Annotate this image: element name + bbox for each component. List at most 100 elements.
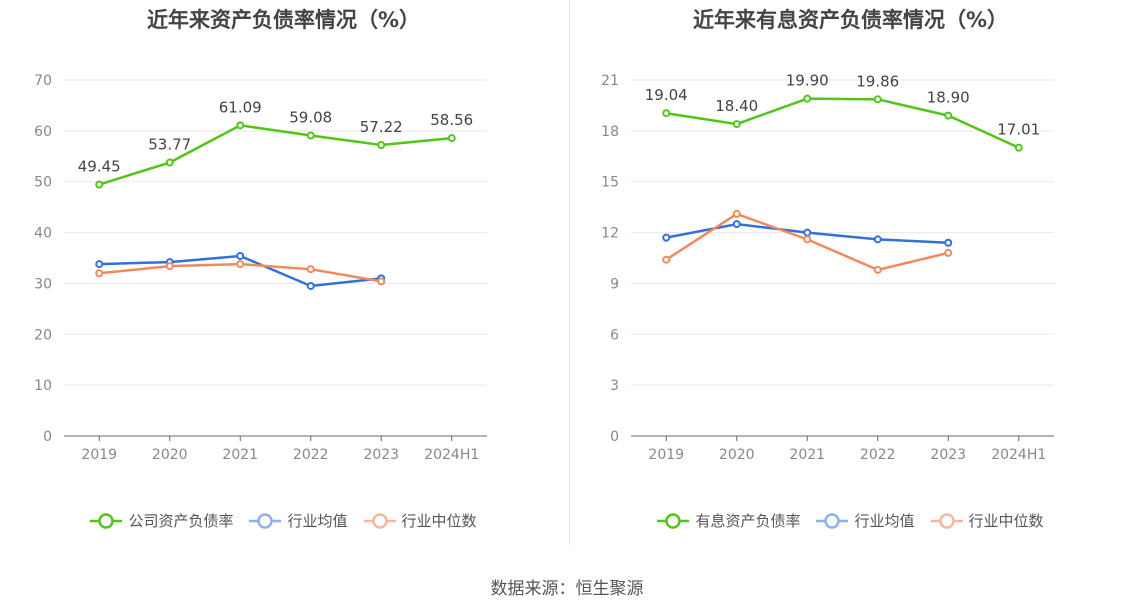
- legend-item[interactable]: 行业中位数: [930, 510, 1044, 531]
- data-label: 49.45: [78, 158, 121, 176]
- y-tick-label: 0: [43, 429, 52, 445]
- x-tick-label: 2021: [222, 447, 258, 463]
- legend-label: 行业中位数: [401, 512, 477, 530]
- data-point: [662, 233, 671, 242]
- data-point: [306, 265, 315, 274]
- data-point: [662, 109, 671, 118]
- panel-divider: [569, 0, 570, 545]
- data-label: 53.77: [148, 136, 191, 154]
- legend-circle: [824, 512, 841, 529]
- chart-panel-interest-bearing: 近年来有息资产负债率情况（%） 0 3 6 9 12 15 18 21 2019 2020 2021…: [567, 0, 1134, 560]
- y-tick-label: 20: [34, 327, 52, 343]
- chart-panel-asset-liability: 近年来资产负债率情况（%） 0 10 20 30 40 50 60 70 2019 2020 202…: [0, 0, 567, 560]
- y-tick-label: 18: [601, 124, 619, 140]
- data-label: 57.22: [360, 118, 403, 136]
- y-tick-label: 40: [34, 226, 52, 242]
- data-label: 19.04: [645, 86, 688, 104]
- data-point: [944, 248, 953, 257]
- data-point: [306, 281, 315, 290]
- data-label: 18.40: [715, 97, 758, 115]
- legend-circle: [938, 512, 955, 529]
- y-tick-label: 10: [34, 378, 52, 394]
- data-source-note: 数据来源：恒生聚源: [490, 579, 644, 599]
- y-tick-label: 12: [601, 226, 619, 242]
- legend-marker-icon: [249, 512, 282, 529]
- legend-item[interactable]: 公司资产负债率: [90, 510, 233, 531]
- y-tick-label: 9: [610, 276, 619, 292]
- data-point: [803, 228, 812, 237]
- data-label: 61.09: [219, 98, 262, 116]
- x-tick-label: 2024H1: [991, 447, 1046, 463]
- chart-plot-area: 0 3 6 9 12 15 18 21 2019 2020 2021 2022 2023 2024H1 19…: [601, 72, 1054, 463]
- data-point: [95, 269, 104, 278]
- legend-marker-icon: [930, 512, 963, 529]
- chart-legend: 公司资产负债率 行业均值 行业中位数: [0, 510, 567, 531]
- legend-circle: [371, 512, 388, 529]
- data-point: [873, 265, 882, 274]
- data-point: [803, 235, 812, 244]
- x-tick-label: 2021: [789, 447, 825, 463]
- x-tick-label: 2019: [81, 447, 117, 463]
- legend-circle: [257, 512, 274, 529]
- data-point: [1014, 143, 1023, 152]
- x-tick-label: 2022: [860, 447, 896, 463]
- legend-label: 行业均值: [287, 512, 348, 530]
- y-tick-label: 3: [610, 378, 619, 394]
- data-point: [447, 134, 456, 143]
- x-tick-label: 2020: [719, 447, 755, 463]
- y-tick-label: 0: [610, 429, 619, 445]
- data-point: [873, 95, 882, 104]
- data-point: [377, 277, 386, 286]
- data-label: 58.56: [430, 111, 473, 129]
- y-tick-label: 21: [601, 73, 619, 89]
- chart-title: 近年来有息资产负债率情况（%）: [692, 8, 1009, 32]
- x-tick-label: 2019: [648, 447, 684, 463]
- data-point: [732, 120, 741, 129]
- legend-item[interactable]: 有息资产负债率: [657, 510, 800, 531]
- series-line: [98, 124, 452, 186]
- y-tick-label: 15: [601, 175, 619, 191]
- legend-marker-icon: [816, 512, 849, 529]
- x-tick-label: 2022: [293, 447, 329, 463]
- legend-circle: [98, 512, 115, 529]
- data-point: [944, 238, 953, 247]
- data-point: [377, 140, 386, 149]
- legend-label: 行业均值: [854, 512, 915, 530]
- y-tick-label: 30: [34, 276, 52, 292]
- y-tick-label: 6: [610, 327, 619, 343]
- legend-item[interactable]: 行业均值: [816, 510, 915, 531]
- legend-item[interactable]: 行业均值: [249, 510, 348, 531]
- data-label: 19.86: [856, 72, 899, 90]
- legend-marker-icon: [90, 512, 123, 529]
- legend-label: 公司资产负债率: [128, 512, 234, 530]
- data-label: 59.08: [289, 109, 332, 127]
- y-tick-label: 50: [34, 175, 52, 191]
- chart-plot-area: 0 10 20 30 40 50 60 70 2019 2020 2021 2022 2023 2024H…: [34, 73, 487, 463]
- data-label: 18.90: [927, 89, 970, 107]
- legend-label: 行业中位数: [968, 512, 1044, 530]
- legend-item[interactable]: 行业中位数: [363, 510, 477, 531]
- data-point: [662, 255, 671, 264]
- legend-marker-icon: [363, 512, 396, 529]
- legend-circle: [665, 512, 682, 529]
- data-point: [165, 262, 174, 271]
- data-point: [236, 121, 245, 130]
- data-point: [236, 251, 245, 260]
- legend-label: 有息资产负债率: [695, 512, 801, 530]
- data-point: [165, 158, 174, 167]
- data-point: [732, 220, 741, 229]
- data-point: [732, 209, 741, 218]
- data-point: [803, 94, 812, 103]
- data-point: [306, 131, 315, 140]
- data-point: [95, 260, 104, 269]
- data-point: [944, 111, 953, 120]
- legend-marker-icon: [657, 512, 690, 529]
- chart-legend: 有息资产负债率 行业均值 行业中位数: [567, 510, 1134, 531]
- x-tick-label: 2020: [152, 447, 188, 463]
- y-tick-label: 70: [34, 73, 52, 89]
- data-label: 19.90: [786, 72, 829, 90]
- data-label: 17.01: [997, 121, 1040, 139]
- chart-title: 近年来资产负债率情况（%）: [146, 8, 421, 32]
- x-tick-label: 2024H1: [424, 447, 479, 463]
- data-point: [873, 235, 882, 244]
